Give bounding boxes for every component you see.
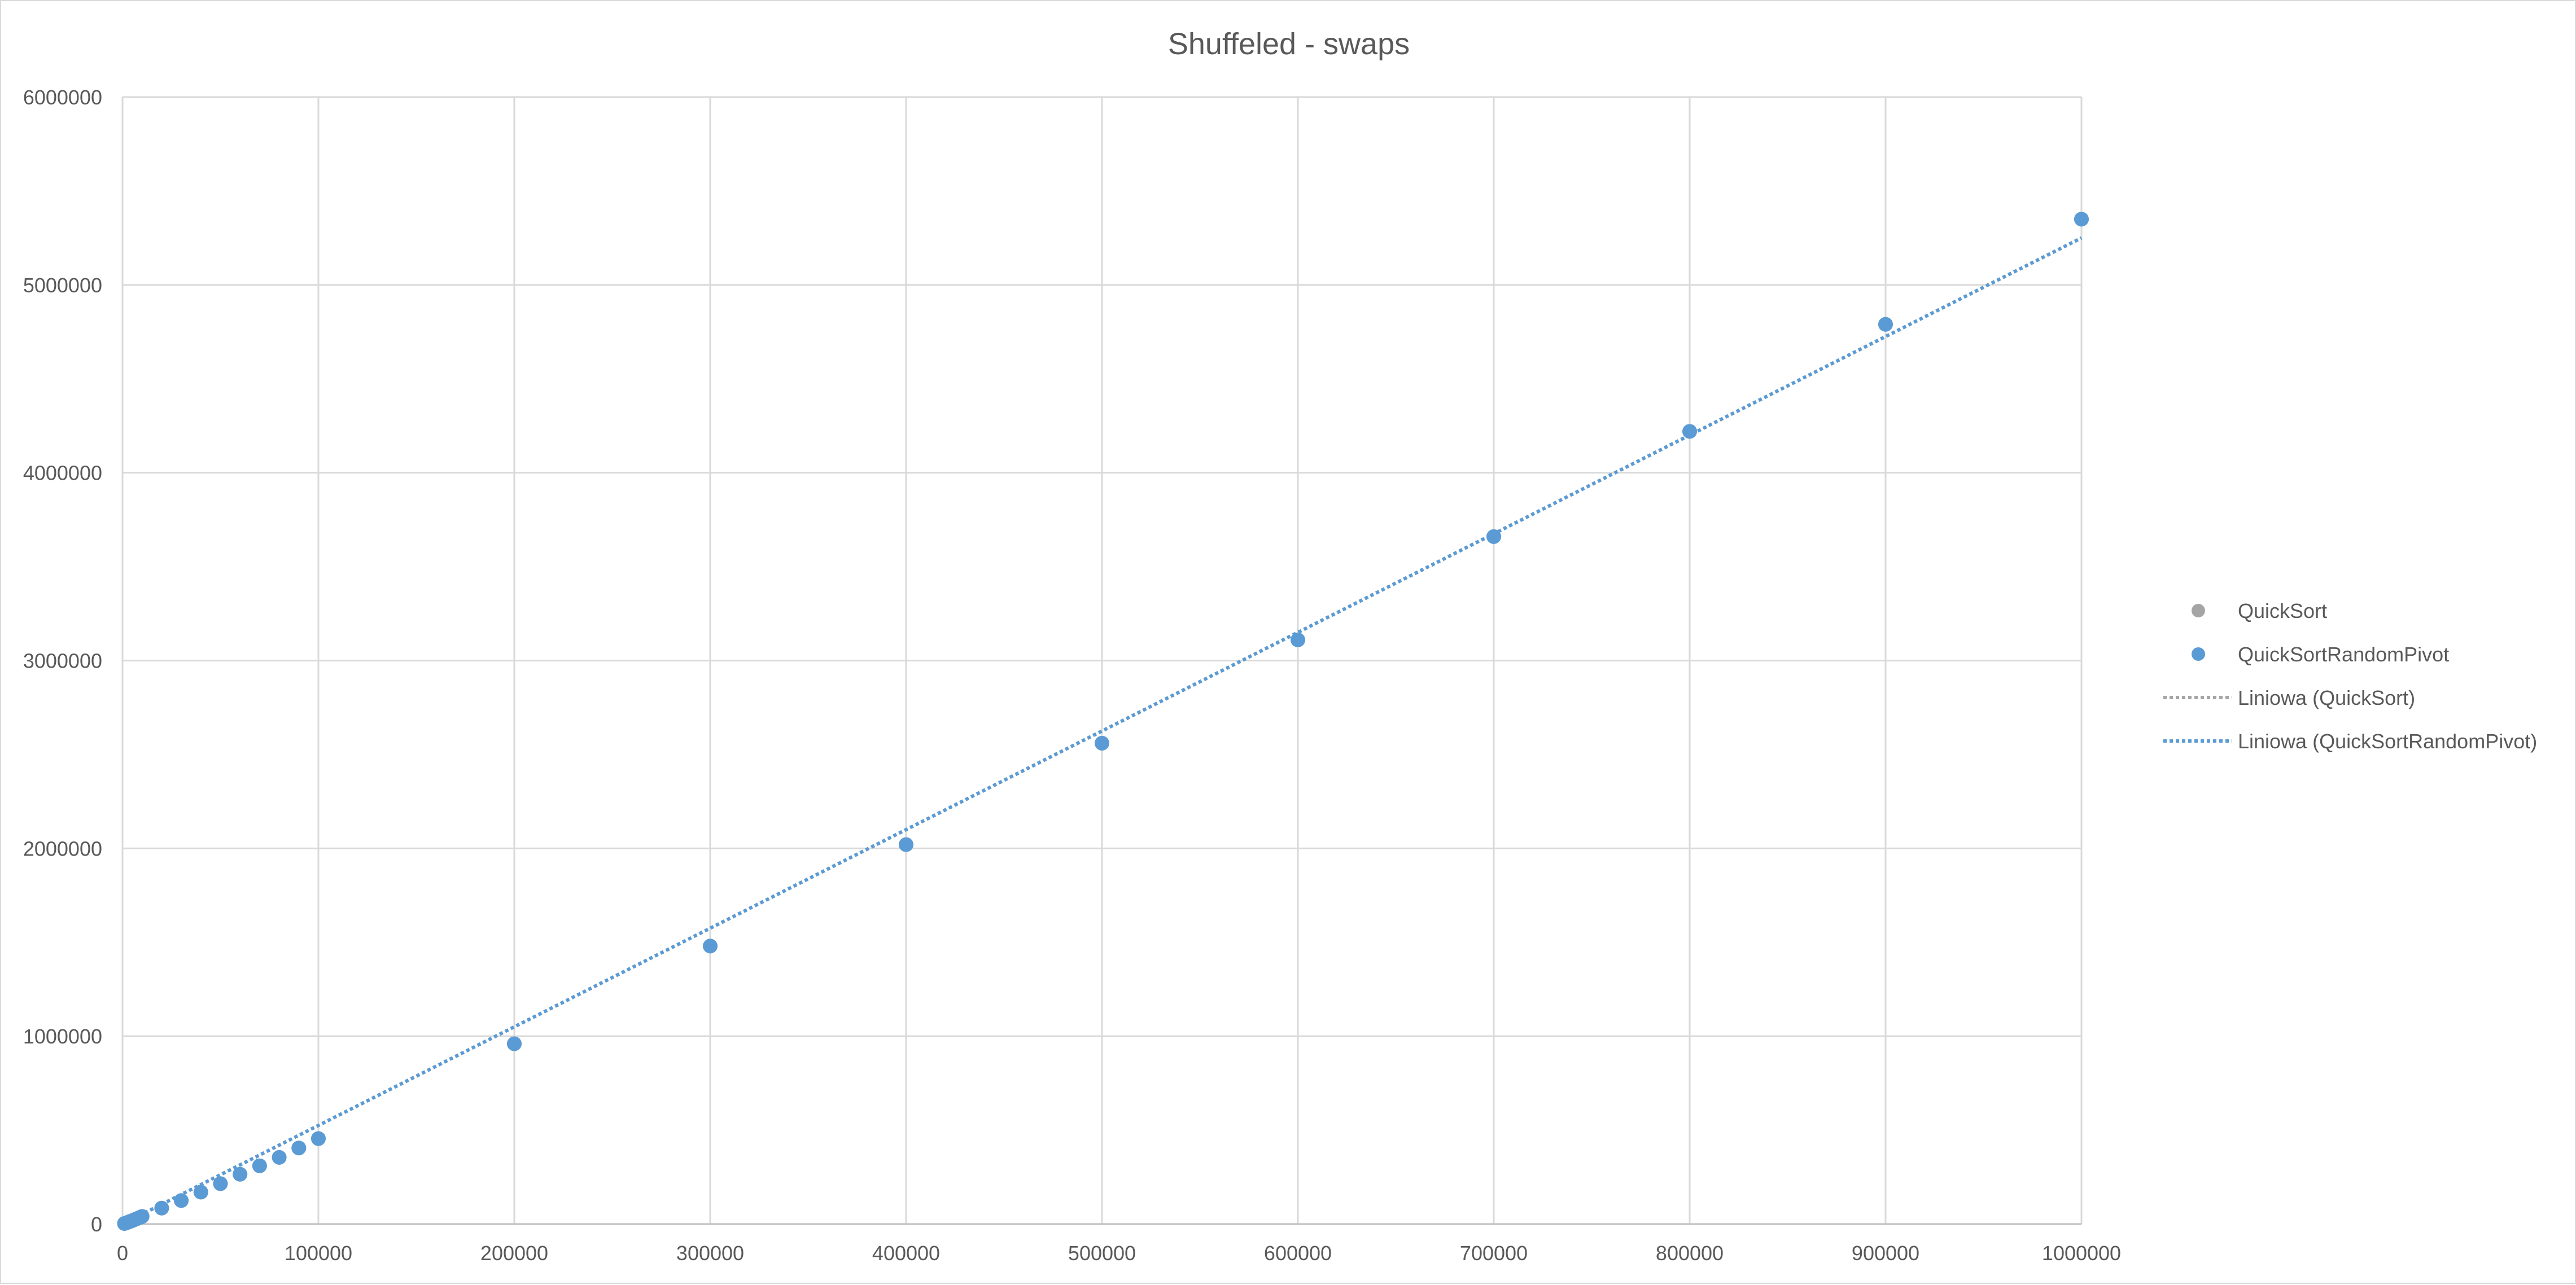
y-tick-label: 1000000 — [23, 1025, 102, 1048]
grid — [121, 96, 2083, 1225]
trendline-1 — [121, 236, 2083, 1226]
data-point-s1 — [252, 1158, 267, 1173]
legend-label: Liniowa (QuickSortRandomPivot) — [2238, 730, 2537, 753]
data-point-s1 — [1291, 632, 1305, 647]
data-point-s1 — [154, 1200, 169, 1216]
legend-marker — [2192, 604, 2205, 617]
data-points — [117, 212, 2089, 1231]
x-tick-label: 1000000 — [2042, 1242, 2121, 1265]
x-tick-label: 0 — [117, 1242, 128, 1265]
legend-marker — [2192, 647, 2205, 661]
data-point-s1 — [193, 1185, 208, 1200]
legend: QuickSort QuickSortRandomPivot Liniowa (Qu… — [2163, 599, 2537, 753]
y-tick-label: 6000000 — [23, 86, 102, 109]
y-tick-label: 2000000 — [23, 837, 102, 860]
x-tick-label: 200000 — [480, 1242, 548, 1265]
y-tick-label: 3000000 — [23, 650, 102, 673]
legend-label: QuickSort — [2238, 599, 2327, 622]
legend-label: Liniowa (QuickSort) — [2238, 686, 2415, 709]
x-tick-label: 300000 — [676, 1242, 744, 1265]
x-tick-label: 500000 — [1068, 1242, 1136, 1265]
trendlines — [121, 236, 2083, 1226]
y-tick-label: 5000000 — [23, 274, 102, 297]
x-tick-label: 400000 — [872, 1242, 940, 1265]
y-tick-label: 4000000 — [23, 462, 102, 485]
data-point-s1 — [703, 938, 718, 954]
data-point-s1 — [899, 837, 913, 852]
data-point-s1 — [2074, 212, 2089, 227]
x-tick-label: 800000 — [1656, 1242, 1724, 1265]
chart-title: Shuffeled - swaps — [1168, 27, 1410, 61]
data-point-s1 — [1095, 735, 1109, 751]
y-tick-label: 0 — [91, 1213, 102, 1236]
data-point-s1 — [311, 1131, 326, 1146]
x-tick-label: 700000 — [1460, 1242, 1528, 1265]
data-point-s1 — [213, 1176, 228, 1191]
x-tick-label: 100000 — [285, 1242, 352, 1265]
data-point-s1 — [233, 1166, 248, 1182]
data-point-s1 — [291, 1141, 307, 1156]
data-point-s1 — [272, 1150, 287, 1165]
legend-label: QuickSortRandomPivot — [2238, 643, 2449, 666]
data-point-s1 — [134, 1209, 150, 1224]
data-point-s1 — [1486, 529, 1501, 544]
data-point-s1 — [174, 1193, 189, 1208]
data-point-s1 — [1878, 317, 1893, 332]
tick-labels: 0 100000 200000 300000 400000 500000 600000 700… — [23, 86, 2121, 1265]
x-tick-label: 900000 — [1852, 1242, 1919, 1265]
data-point-s1 — [507, 1036, 522, 1051]
data-point-s1 — [1682, 424, 1697, 439]
x-tick-label: 600000 — [1264, 1242, 1332, 1265]
